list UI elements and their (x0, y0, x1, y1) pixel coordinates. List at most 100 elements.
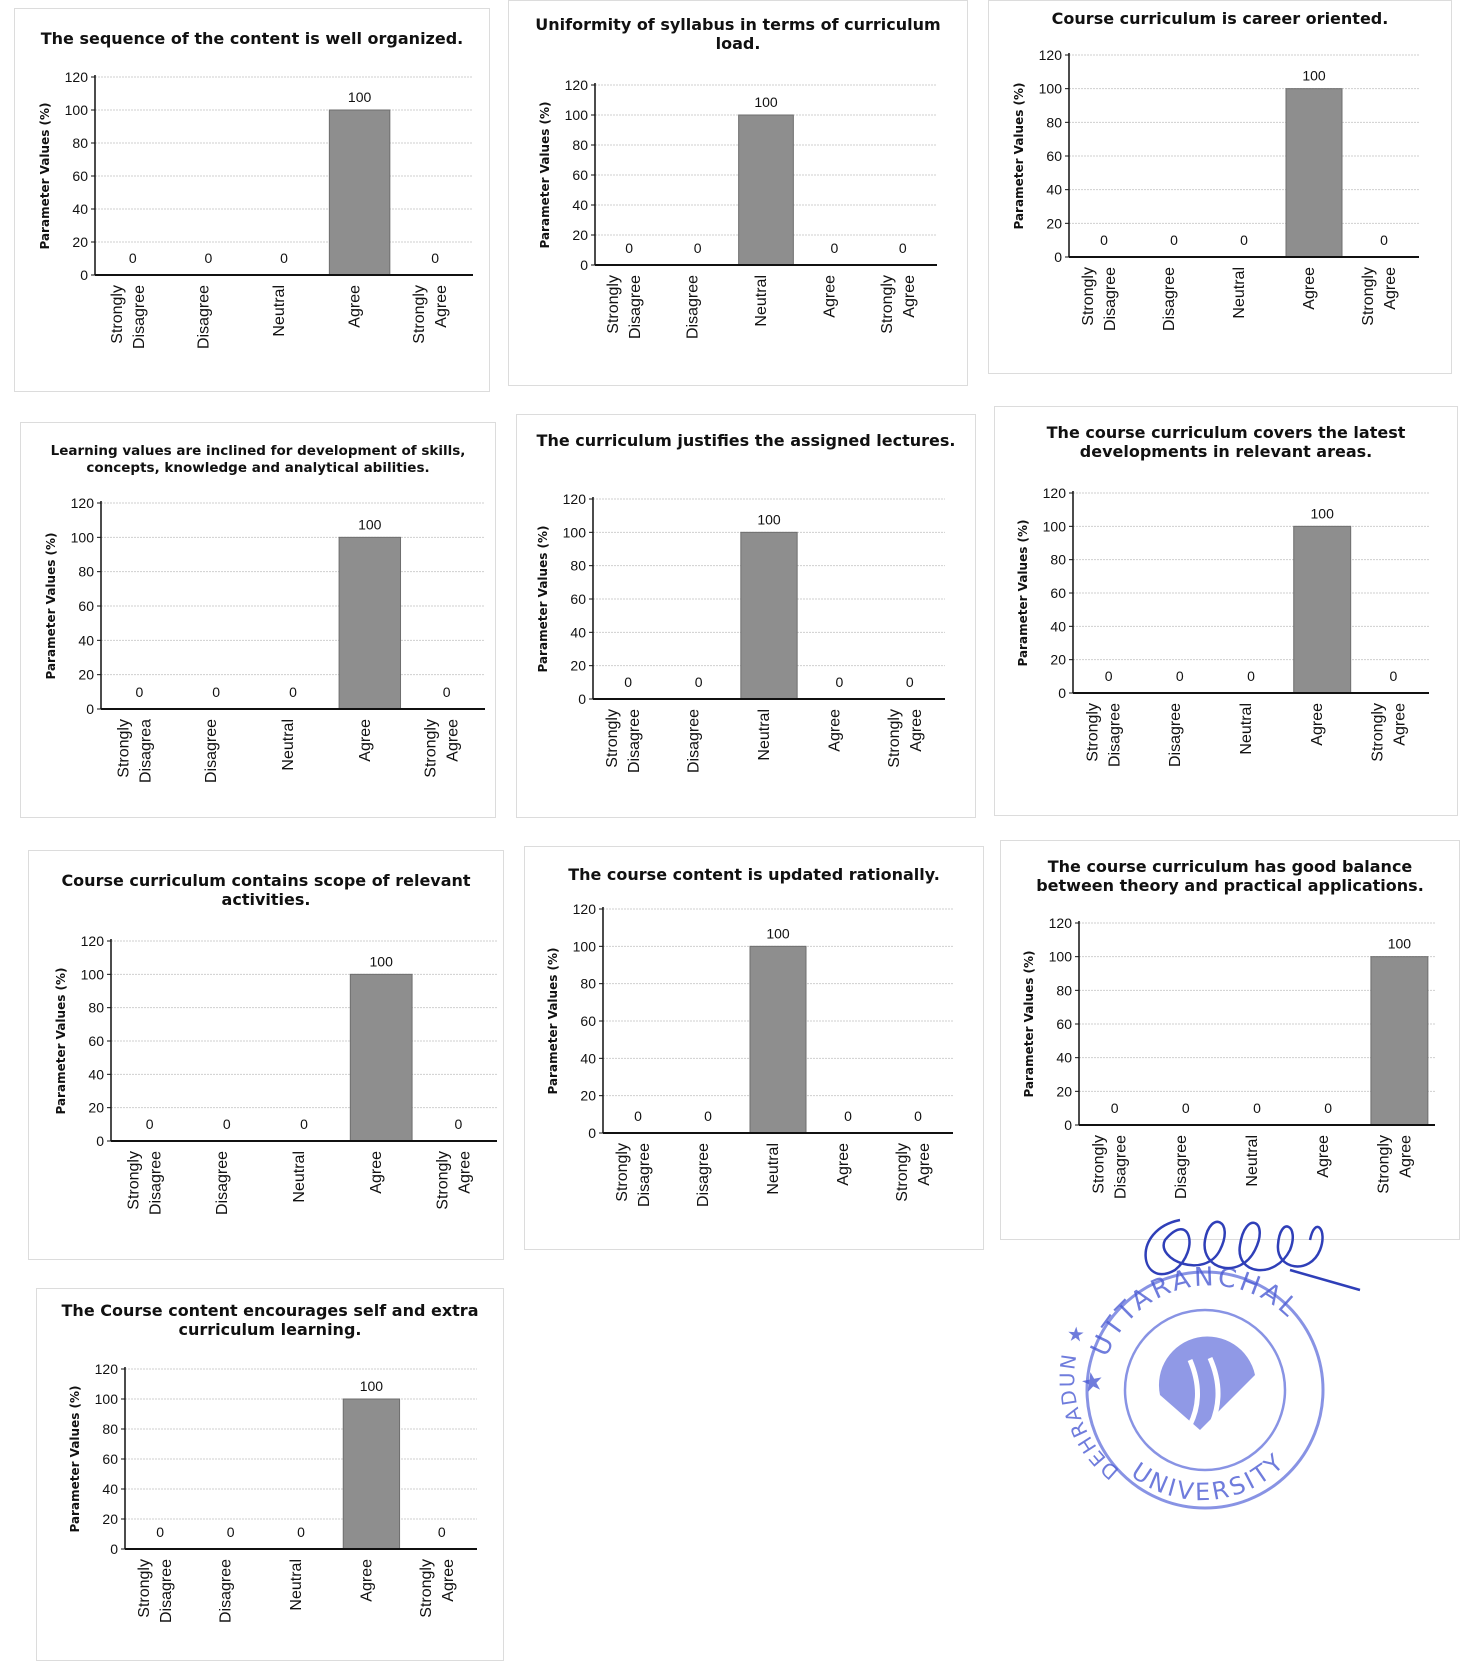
y-tick-label: 0 (578, 691, 586, 707)
x-tick-label: Agree (358, 1559, 375, 1602)
x-tick-label: Strongly Agree (418, 1559, 457, 1618)
y-axis-label: Parameter Values (%) (54, 967, 68, 1114)
x-tick-label: Strongly Agree (1360, 267, 1399, 326)
y-tick-label: 60 (580, 1013, 596, 1029)
data-label: 0 (1380, 232, 1388, 248)
data-label: 100 (1311, 505, 1335, 521)
seal-emblem-icon (1158, 1336, 1255, 1430)
data-label: 0 (1240, 232, 1248, 248)
y-tick-label: 80 (580, 976, 596, 992)
x-tick-label-line: Strongly (886, 709, 903, 768)
data-label: 0 (289, 684, 297, 700)
x-tick-label: Agree (357, 719, 374, 762)
y-tick-label: 20 (78, 667, 94, 683)
y-tick-label: 20 (572, 227, 588, 243)
y-tick-label: 80 (1056, 982, 1072, 998)
x-tick-label-line: Agree (456, 1151, 473, 1194)
data-label: 100 (1302, 68, 1326, 84)
y-tick-label: 80 (88, 1000, 104, 1016)
x-tick-label-line: Agree (440, 1559, 457, 1602)
chart-panel-8: The course content is updated rationally… (524, 846, 984, 1250)
x-tick-label-line: Disagree (1161, 267, 1178, 331)
y-tick-label: 80 (1046, 114, 1062, 130)
chart-panel-9: The course curriculum has good balance b… (1000, 840, 1460, 1240)
data-label: 100 (360, 1378, 384, 1394)
x-tick-label-line: Disagree (627, 275, 644, 339)
x-tick-label: Strongly Disagree (1080, 267, 1119, 331)
x-tick-label: Strongly Disagree (614, 1143, 653, 1207)
y-tick-label: 120 (1049, 915, 1073, 931)
x-tick-label-line: Disagree (214, 1151, 231, 1215)
y-tick-label: 0 (1058, 685, 1066, 701)
y-tick-label: 60 (88, 1033, 104, 1049)
x-tick-label: Strongly Disagree (604, 709, 643, 773)
data-label: 0 (1182, 1100, 1190, 1116)
y-tick-label: 60 (570, 591, 586, 607)
x-tick-label-line: Disagree (203, 719, 220, 783)
x-tick-label-line: Strongly (434, 1151, 451, 1210)
y-axis-label: Parameter Values (%) (546, 947, 560, 1094)
y-tick-label: 60 (572, 167, 588, 183)
y-tick-label: 80 (78, 564, 94, 580)
y-tick-label: 40 (72, 201, 88, 217)
x-tick-label-line: Neutral (753, 275, 770, 327)
data-label: 0 (634, 1108, 642, 1124)
chart-title: Learning values are inclined for develop… (50, 443, 466, 476)
data-label: 0 (914, 1108, 922, 1124)
x-tick-label-line: Disagree (1102, 267, 1119, 331)
y-axis-label: Parameter Values (%) (44, 532, 58, 679)
data-label: 0 (227, 1524, 235, 1540)
y-tick-label: 0 (580, 257, 588, 273)
chart-title: Course curriculum contains scope of rele… (61, 871, 471, 909)
x-tick-label: Strongly Disagree (1085, 703, 1124, 767)
y-tick-label: 100 (563, 524, 587, 540)
data-label: 0 (443, 684, 451, 700)
x-tick-label-line: Strongly (418, 1559, 435, 1618)
data-label: 0 (1324, 1100, 1332, 1116)
x-tick-label-line: Agree (445, 719, 462, 762)
data-label: 100 (766, 925, 790, 941)
bar (749, 945, 807, 1134)
y-tick-label: 20 (580, 1088, 596, 1104)
y-tick-label: 120 (81, 933, 105, 949)
x-tick-label: Disagree (214, 1151, 231, 1215)
x-tick-label-line: Agree (357, 719, 374, 762)
y-tick-label: 40 (580, 1050, 596, 1066)
bar-chart: 0 20 40 60 80 100 120 0 Strongly Disagree 0 Disagre… (68, 1361, 477, 1623)
x-tick-label: Disagree (203, 719, 220, 783)
bar (342, 1398, 401, 1550)
x-tick-label: Strongly Agree (1375, 1135, 1414, 1194)
bar (1293, 525, 1352, 694)
y-tick-label: 40 (570, 624, 586, 640)
x-tick-label: Strongly Agree (423, 719, 462, 778)
x-tick-label: Disagree (195, 285, 212, 349)
data-label: 0 (1253, 1100, 1261, 1116)
y-tick-label: 60 (102, 1451, 118, 1467)
x-tick-label-line: Agree (358, 1559, 375, 1602)
x-tick-label: Disagree (685, 275, 702, 339)
x-tick-label-line: Disagree (1107, 703, 1124, 767)
x-tick-label-line: Agree (908, 709, 925, 752)
x-tick-label: Neutral (288, 1559, 305, 1611)
bar (1370, 956, 1429, 1126)
data-label: 0 (1247, 668, 1255, 684)
data-label: 100 (757, 511, 781, 527)
x-tick-label-line: Agree (1315, 1135, 1332, 1178)
y-tick-label: 0 (1054, 249, 1062, 265)
x-tick-label: Strongly Disagree (126, 1151, 165, 1215)
y-tick-label: 120 (565, 77, 589, 93)
x-tick-label-line: Strongly (894, 1143, 911, 1202)
data-label: 0 (836, 674, 844, 690)
y-tick-label: 120 (1039, 47, 1063, 63)
y-tick-label: 60 (72, 168, 88, 184)
bar (738, 114, 794, 266)
y-tick-label: 100 (95, 1391, 119, 1407)
data-label: 0 (695, 674, 703, 690)
x-tick-label: Neutral (756, 709, 773, 761)
bar-chart: 0 20 40 60 80 100 120 0 Strongly Disagree 0 Disagre… (1012, 47, 1419, 331)
chart-panel-6: The course curriculum covers the latest … (994, 406, 1458, 816)
x-tick-label: Disagree (686, 709, 703, 773)
signature-mark (1144, 1218, 1361, 1292)
x-tick-label: Neutral (1231, 267, 1248, 319)
y-axis-label: Parameter Values (%) (1016, 519, 1030, 666)
